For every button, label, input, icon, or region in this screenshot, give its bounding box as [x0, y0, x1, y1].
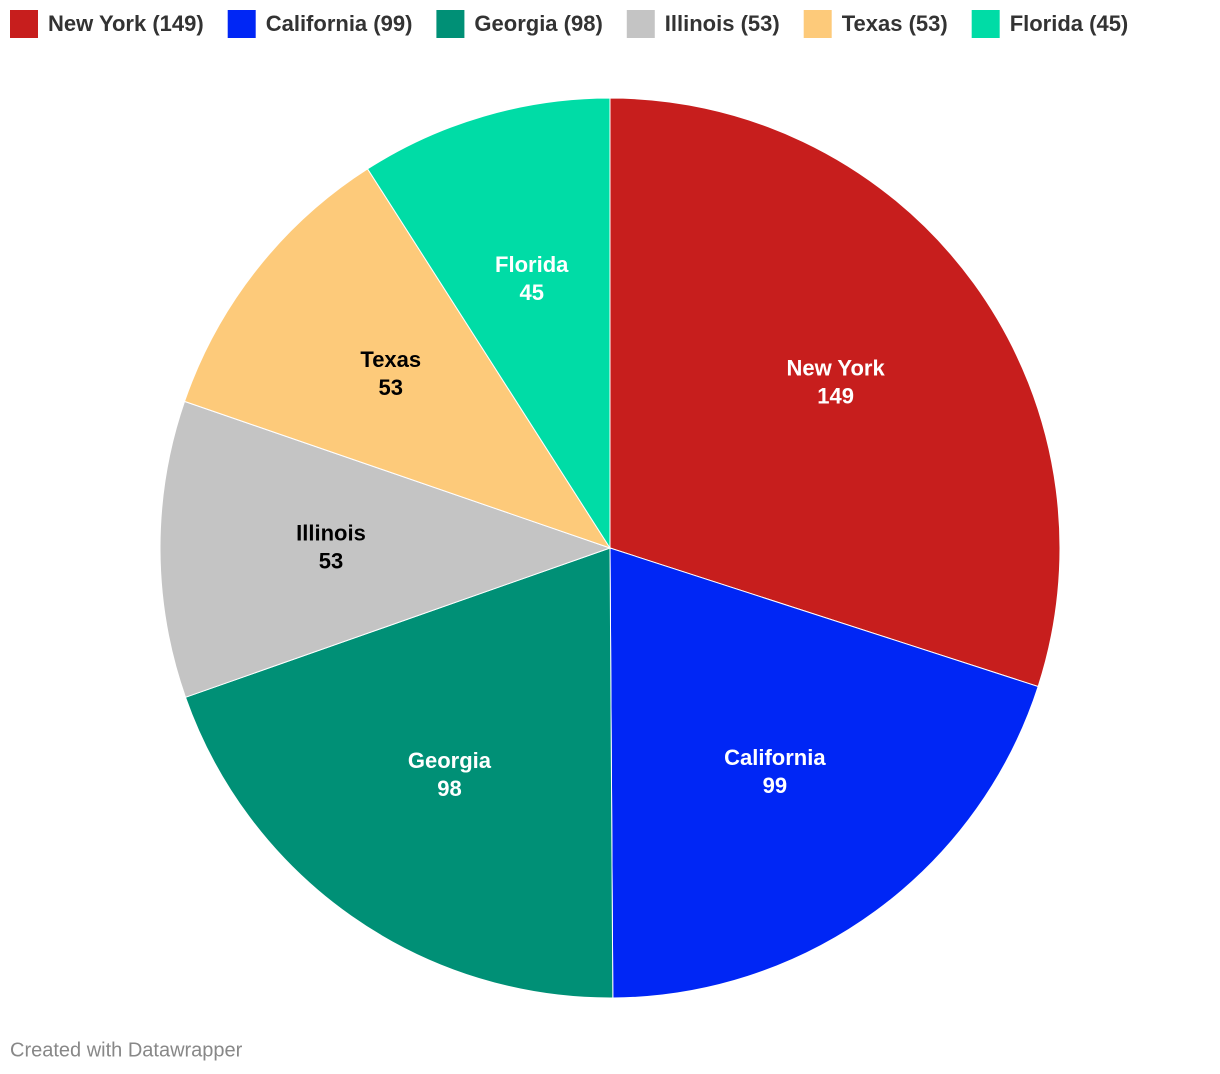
legend-swatch — [971, 10, 1000, 38]
slice-label-name: Florida — [495, 252, 569, 277]
footer: Created with Datawrapper — [10, 1039, 243, 1061]
legend-label: Texas (53) — [842, 11, 948, 36]
slice-label-name: Texas — [360, 347, 421, 372]
legend-swatch — [10, 10, 38, 38]
slice-label-name: Georgia — [408, 748, 492, 773]
pie — [159, 97, 1061, 999]
slice — [609, 547, 1039, 999]
slice-label-value: 53 — [319, 549, 343, 574]
slice-labels: New York 149 California 99 Georgia 98 Illinois… — [296, 252, 885, 801]
legend-swatch — [803, 10, 832, 38]
slice — [159, 400, 612, 698]
slice — [184, 547, 614, 999]
slice-label-value: 45 — [519, 280, 543, 305]
slice-label-value: 53 — [379, 375, 403, 400]
legend: New York (149) California (99) Georgia (98… — [10, 10, 1128, 38]
legend-swatch — [227, 10, 256, 38]
legend-label: Georgia (98) — [474, 11, 602, 36]
slice-label-value: 149 — [817, 384, 854, 409]
slice-label-name: Illinois — [296, 521, 366, 546]
legend-label: California (99) — [266, 11, 413, 36]
slice-label-name: California — [724, 745, 826, 770]
slice-label-value: 99 — [763, 773, 787, 798]
legend-label: Florida (45) — [1010, 11, 1129, 36]
legend-label: New York (149) — [48, 11, 204, 36]
slice-label-name: New York — [786, 356, 885, 381]
slice — [366, 97, 611, 550]
legend-label: Illinois (53) — [665, 11, 780, 36]
legend-swatch — [436, 10, 465, 38]
slice-label-value: 98 — [437, 776, 461, 801]
legend-swatch — [626, 10, 655, 38]
slice — [609, 97, 1061, 688]
slice — [183, 168, 612, 549]
